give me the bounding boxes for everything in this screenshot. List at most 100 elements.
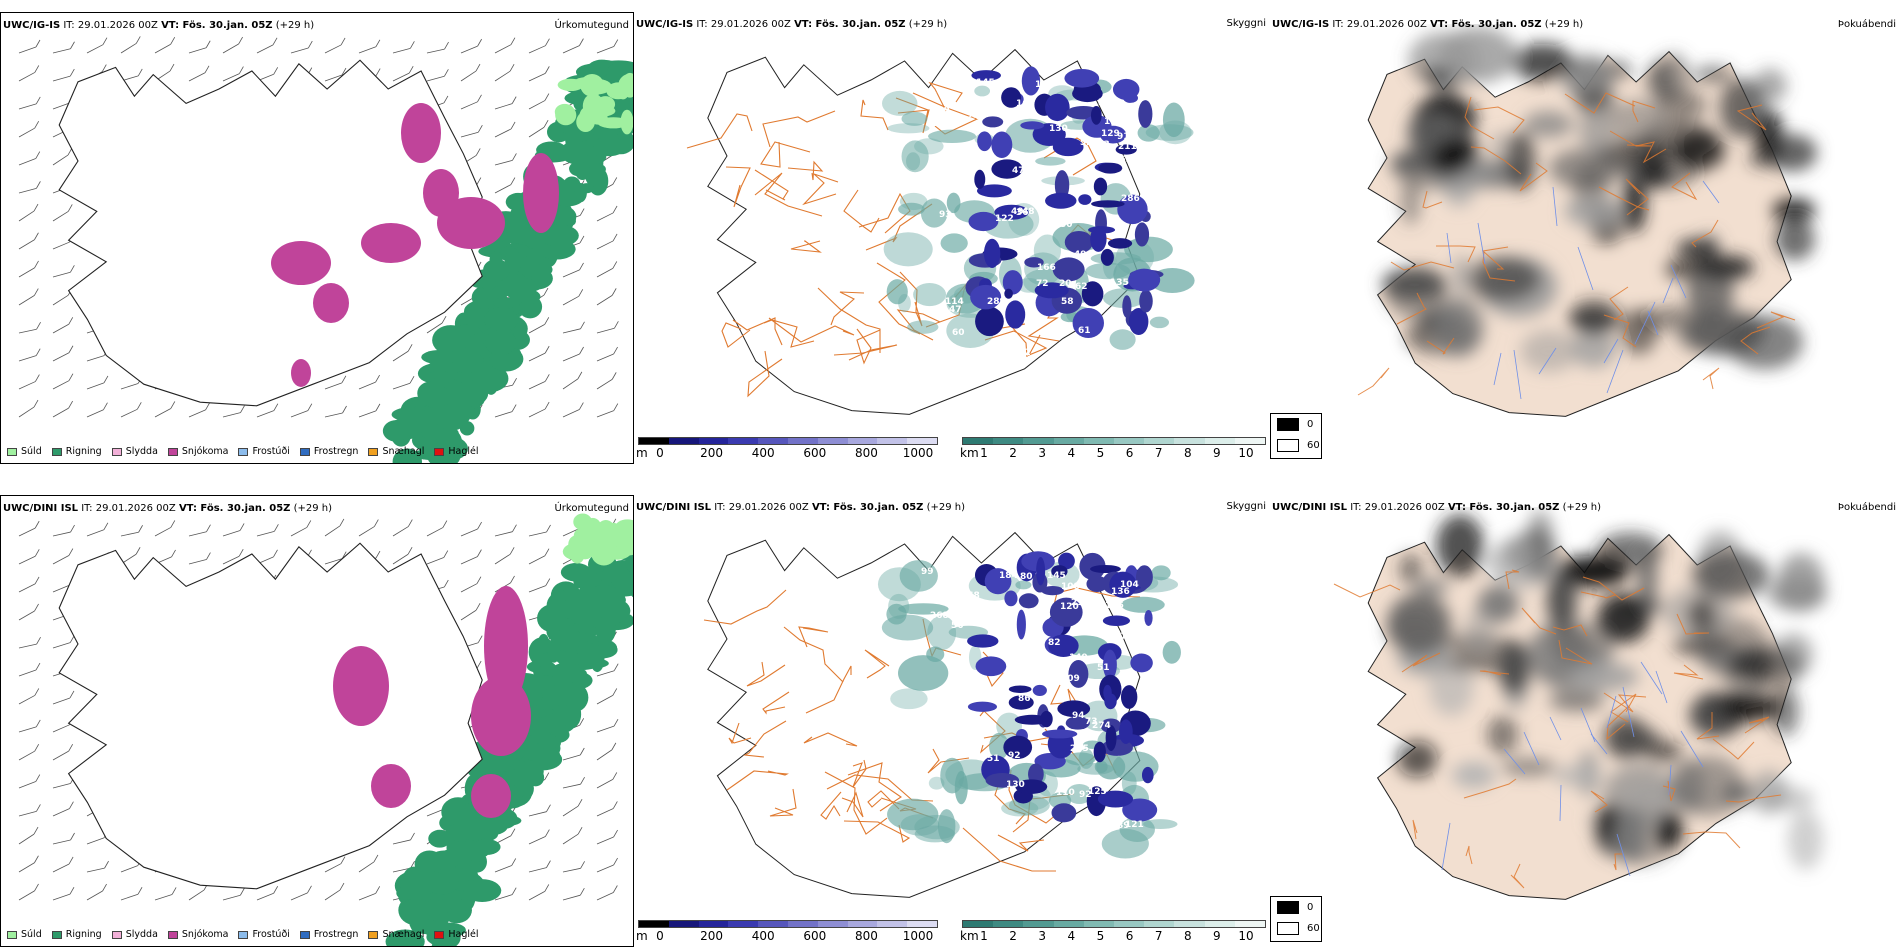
legend-label: 60 [1307, 440, 1320, 451]
legend-swatch [7, 447, 17, 456]
legend-swatch [238, 930, 249, 939]
ceiling-value-label: 232 [945, 588, 964, 598]
visibility-colorbar-row1: km 1 2 3 4 5 6 7 8 9 10 [960, 437, 1266, 461]
visibility-map-row1: 62 88 52 166 135 122 289 163 129 152 114 166 167 246 2… [686, 48, 1195, 415]
colorbar-strip [638, 920, 938, 928]
precip-legend-item: Slydda [111, 929, 158, 940]
ceiling-value-label: 252 [1058, 825, 1077, 835]
colorbar-tick-label: 8 [1183, 446, 1192, 460]
legend-swatch [1277, 922, 1299, 935]
colorbar-tick-label: 3 [1038, 446, 1047, 460]
legend-swatch [111, 447, 122, 456]
lead-time-label: (+29 h) [908, 19, 948, 30]
fog-legend-item: 0 [1277, 418, 1313, 431]
ceiling-value-label: 68 [1010, 835, 1023, 845]
legend-swatch [167, 930, 178, 939]
precip-legend-item: Súld [7, 446, 42, 457]
ceiling-value-label: 58 [1061, 297, 1074, 307]
ceiling-value-label: 125 [1088, 787, 1107, 797]
legend-swatch [1277, 418, 1299, 431]
colorbar-tick-label: 5 [1096, 446, 1105, 460]
ceiling-value-label: 47 [949, 305, 962, 315]
ceiling-colorbar-row1: m 0 200 400 600 800 1000 [636, 437, 938, 461]
fog-map-row1 [1357, 26, 1817, 417]
legend-swatch [434, 930, 445, 939]
precip-legend-item: Rigning [51, 929, 102, 940]
ceiling-value-label: 166 [1037, 263, 1056, 273]
ceiling-value-label: 130 [1049, 124, 1068, 134]
colorbar-tick-label: 200 [700, 929, 724, 943]
ceiling-value-label: 89 [1117, 821, 1130, 831]
panel-header-row2-fog: UWC/DINI ISL IT: 29.01.2026 00Z VT: Fös.… [1272, 502, 1601, 513]
ceiling-value-label: 73 [1085, 717, 1098, 727]
ceiling-value-label: 36 [1016, 208, 1029, 218]
ceiling-value-label: 106 [1105, 601, 1124, 611]
legend-label: Snæhagl [382, 446, 425, 457]
ceiling-value-label: 60 [1015, 678, 1028, 688]
ceiling-value-label: 86 [1018, 694, 1031, 704]
colorbar-strip [962, 437, 1266, 445]
colorbar-tick-label: 10 [1238, 446, 1254, 460]
colorbar-tick-label: 1 [980, 929, 988, 943]
legend-label: Slydda [125, 446, 158, 457]
ceiling-value-label: 62 [1075, 282, 1088, 292]
ceiling-value-label: 91 [1117, 132, 1130, 142]
ceiling-value-label: 323 [1128, 158, 1147, 168]
valid-time-label: VT: Fös. 30.jan. 05Z [794, 19, 906, 30]
colorbar-tick-label: 4 [1067, 446, 1076, 460]
init-time-label: IT: 29.01.2026 00Z [696, 19, 791, 30]
valid-time-label: VT: Fös. 30.jan. 05Z [178, 503, 291, 514]
precip-legend-item: Súld [7, 929, 42, 940]
visibility-panel-row1: UWC/IG-IS IT: 29.01.2026 00Z VT: Fös. 30… [634, 12, 1270, 464]
ceiling-value-label: 82 [1048, 638, 1061, 648]
panel-header-row2-precip: UWC/DINI ISL IT: 29.01.2026 00Z VT: Fös.… [3, 503, 332, 514]
fog-legend-item: 0 [1277, 901, 1313, 914]
legend-swatch [299, 447, 310, 456]
panel-title: Þokuábendi [1837, 19, 1896, 30]
ceiling-value-label: 269 [1113, 155, 1132, 165]
colorbar-tick-label: 6 [1125, 446, 1134, 460]
precip-legend-item: Snæhagl [368, 929, 424, 940]
precip-legend-item: Snjókoma [167, 929, 228, 940]
fog-legend-row1: 0 60 [1270, 413, 1322, 459]
panel-title: Þokuábendi [1837, 502, 1896, 513]
init-time-label: IT: 29.01.2026 00Z [81, 503, 176, 514]
colorbar-tick-label: 800 [854, 446, 878, 460]
precip-legend-item: Haglél [434, 929, 479, 940]
precip-legend-item: Snjókoma [167, 446, 228, 457]
ceiling-value-label: 208 [1016, 669, 1035, 679]
ceiling-value-label: 48 [1022, 207, 1035, 217]
ceiling-value-label: 30 [1060, 220, 1073, 230]
lead-time-label: (+29 h) [275, 20, 315, 31]
colorbar-tick-label: 2 [1009, 446, 1017, 460]
precip-legend-row1: Súld Rigning Slydda Snjókoma Frostúði Frostre… [7, 446, 479, 457]
panel-header-row1-precip: UWC/IG-IS IT: 29.01.2026 00Z VT: Fös. 30… [3, 20, 314, 31]
ceiling-value-label: 109 [1061, 674, 1080, 684]
valid-time-label: VT: Fös. 30.jan. 05Z [1430, 19, 1542, 30]
ceiling-value-label: 64 [996, 693, 1009, 703]
ceiling-value-label: 205 [1070, 744, 1089, 754]
ceiling-value-label: 246 [967, 112, 986, 122]
ceiling-colorbar-row2: m 0 200 400 600 800 1000 [636, 920, 938, 944]
ceiling-value-label: 56 [951, 621, 964, 631]
fog-map-row2 [1333, 509, 1827, 900]
ceiling-value-label: 88 [938, 170, 951, 180]
precip-legend-item: Rigning [51, 446, 102, 457]
valid-time-label: VT: Fös. 30.jan. 05Z [161, 20, 273, 31]
ceiling-value-label: 99 [921, 567, 934, 577]
init-time-label: IT: 29.01.2026 00Z [714, 502, 809, 513]
colorbar-tick-label: 5 [1096, 929, 1105, 943]
ceiling-value-label: 66 [1086, 628, 1099, 638]
colorbar-tick-label: 400 [751, 929, 775, 943]
init-time-label: IT: 29.01.2026 00Z [1332, 19, 1427, 30]
ceiling-value-label: 145 [976, 78, 995, 88]
ceiling-value-label: 80 [1020, 572, 1033, 582]
colorbar-tick-label: 9 [1213, 446, 1221, 460]
fog-index-panel-row2: UWC/DINI ISL IT: 29.01.2026 00Z VT: Fös.… [1270, 495, 1900, 947]
visibility-map-row2: 5673668062866068649226827421320823212012… [703, 531, 1181, 898]
colorbar-tick-label: 7 [1154, 446, 1163, 460]
init-time-label: IT: 29.01.2026 00Z [63, 20, 158, 31]
colorbar-tick-label: 0 [656, 929, 664, 943]
panel-header-row2-vis: UWC/DINI ISL IT: 29.01.2026 00Z VT: Fös.… [636, 502, 965, 513]
ceiling-value-label: 120 [1060, 602, 1079, 612]
